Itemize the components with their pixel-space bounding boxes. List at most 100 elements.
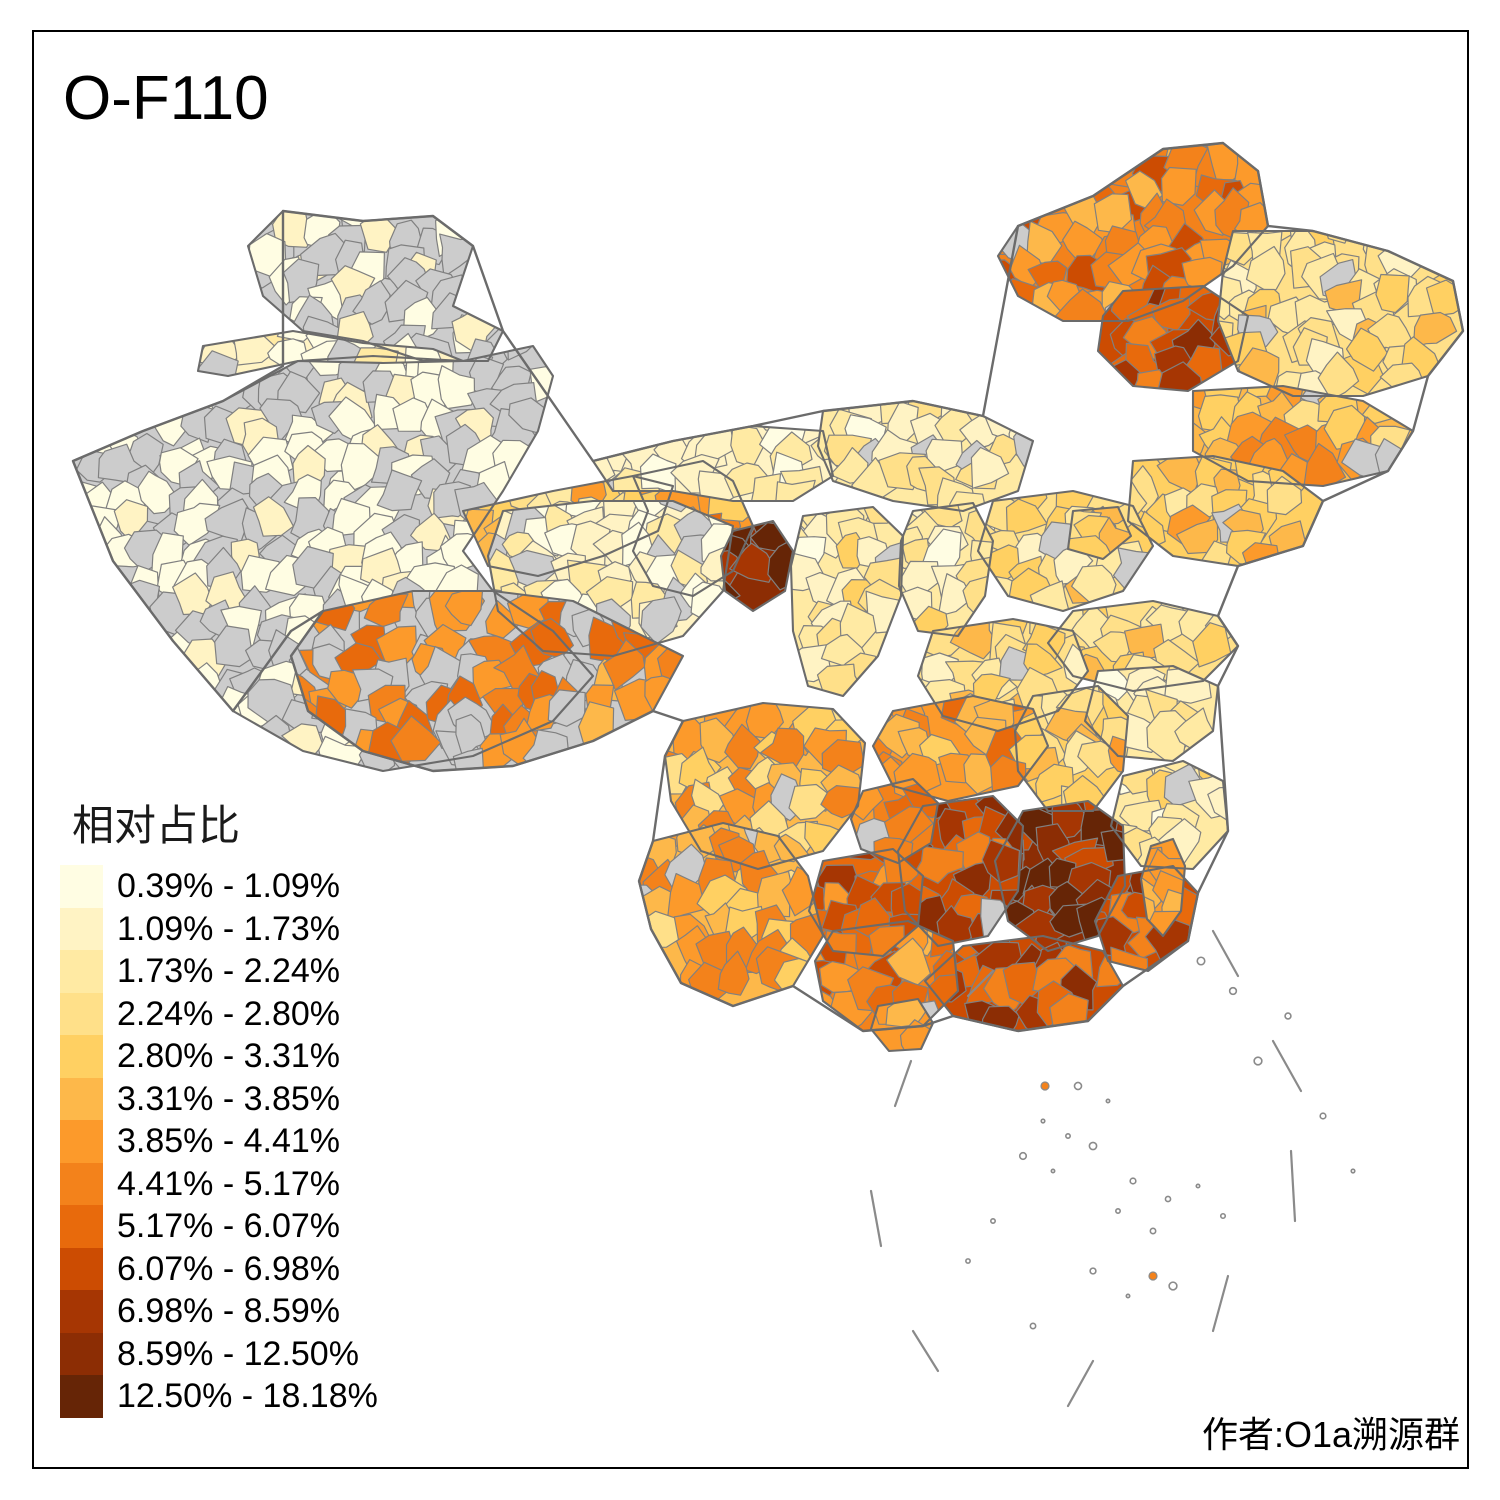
prefecture-area	[1005, 498, 1048, 536]
islet	[1115, 1208, 1121, 1214]
province-boundaries	[71, 141, 1465, 1053]
legend-row: 12.50% - 18.18%	[60, 1375, 378, 1418]
legend-label: 6.07% - 6.98%	[117, 1249, 341, 1288]
prefecture-area	[816, 663, 866, 696]
prefecture-area	[644, 675, 677, 712]
islet-valued	[1040, 1081, 1050, 1091]
nine-dash-line	[869, 929, 1356, 1408]
prefecture-area	[1412, 311, 1458, 348]
islet	[1040, 1118, 1046, 1124]
dash-segment	[869, 1189, 883, 1248]
islet	[1105, 1098, 1111, 1104]
legend-label: 12.50% - 18.18%	[117, 1377, 378, 1416]
prefecture-area	[640, 596, 682, 645]
legend-swatch	[60, 1247, 103, 1290]
legend-row: 6.07% - 6.98%	[60, 1247, 378, 1290]
province-outline	[1109, 759, 1230, 871]
islet	[1168, 1281, 1178, 1291]
prefecture-area	[392, 397, 431, 432]
islet	[1196, 956, 1206, 966]
legend-row: 3.85% - 4.41%	[60, 1120, 378, 1163]
prefecture-area	[1100, 829, 1125, 863]
legend-label: 4.41% - 5.17%	[117, 1164, 341, 1203]
legend-row: 4.41% - 5.17%	[60, 1162, 378, 1205]
page-title: O-F110	[63, 64, 269, 133]
province-outline	[486, 499, 735, 658]
prefecture-area	[444, 591, 484, 627]
legend-label: 1.73% - 2.24%	[117, 952, 341, 991]
province-outline	[916, 617, 1090, 733]
map-svg	[71, 141, 1465, 1408]
prefecture-area	[666, 873, 707, 921]
province-outline	[896, 794, 1025, 948]
islet	[1129, 1177, 1137, 1185]
dash-segment	[1289, 1149, 1297, 1223]
province-outline	[196, 329, 465, 378]
islet	[1219, 1212, 1227, 1220]
prefecture-area	[137, 470, 179, 515]
legend-swatch	[60, 950, 103, 993]
prefecture-area	[873, 836, 914, 863]
legend-swatch	[60, 1332, 103, 1375]
legend-label: 6.98% - 8.59%	[117, 1292, 341, 1331]
legend-label: 1.09% - 1.73%	[117, 909, 341, 948]
prefecture-area	[990, 754, 1027, 801]
national-boundary	[71, 141, 1465, 1033]
prefecture-area	[914, 845, 964, 884]
prefecture-area	[937, 573, 974, 617]
province-outline	[1096, 284, 1250, 393]
legend-row: 5.17% - 6.07%	[60, 1205, 378, 1248]
legend-label: 2.24% - 2.80%	[117, 994, 341, 1033]
islet	[1284, 1012, 1292, 1020]
province-outline	[663, 701, 867, 871]
legend-label: 3.31% - 3.85%	[117, 1079, 341, 1118]
prefecture-area	[1425, 279, 1463, 317]
legend-rows: 0.39% - 1.09% 1.09% - 1.73% 1.73% - 2.24% 2…	[60, 865, 378, 1418]
prefecture-area	[1160, 166, 1197, 206]
islet	[1253, 1056, 1263, 1066]
legend-swatch	[60, 1120, 103, 1163]
prefecture-cells	[791, 507, 903, 696]
islet	[1319, 1112, 1327, 1120]
legend-row: 1.09% - 1.73%	[60, 907, 378, 950]
dash-segment	[1271, 1039, 1303, 1093]
legend-swatch	[60, 907, 103, 950]
islet-valued	[1148, 1271, 1158, 1281]
province-outline	[1066, 505, 1133, 561]
legend-title: 相对占比	[72, 802, 241, 849]
province-outline	[976, 489, 1155, 613]
prefecture-area	[1317, 351, 1360, 396]
islet	[1350, 1168, 1356, 1174]
legend-swatch	[60, 1035, 103, 1078]
legend-label: 0.39% - 1.09%	[117, 867, 341, 906]
province-outline	[1013, 684, 1130, 813]
prefecture-area	[252, 496, 294, 537]
legend-swatch	[60, 1205, 103, 1248]
prefecture-area	[173, 502, 221, 546]
legend-row: 2.24% - 2.80%	[60, 992, 378, 1035]
province-outline	[871, 694, 1050, 803]
prefecture-area	[1266, 475, 1303, 516]
islet	[1089, 1267, 1097, 1275]
islet	[1088, 1141, 1098, 1151]
legend-swatch	[60, 1375, 103, 1418]
islet	[1073, 1081, 1083, 1091]
province-outline	[897, 501, 995, 638]
islet	[990, 1218, 996, 1224]
legend-swatch	[60, 1162, 103, 1205]
legend-row: 8.59% - 12.50%	[60, 1332, 378, 1375]
prefecture-area	[724, 723, 761, 770]
legend-label: 5.17% - 6.07%	[117, 1207, 341, 1246]
dash-segment	[893, 1059, 913, 1108]
prefecture-area	[437, 365, 476, 410]
prefecture-area	[1303, 442, 1347, 486]
province-outline	[719, 519, 795, 613]
legend-row: 1.73% - 2.24%	[60, 950, 378, 993]
islet	[1228, 986, 1238, 996]
islet	[1195, 1183, 1201, 1189]
attribution-text: 作者:O1a溯源群	[1201, 1414, 1460, 1455]
legend-label: 8.59% - 12.50%	[117, 1334, 359, 1373]
province-outline	[631, 459, 755, 598]
prefecture-area	[1375, 273, 1410, 314]
